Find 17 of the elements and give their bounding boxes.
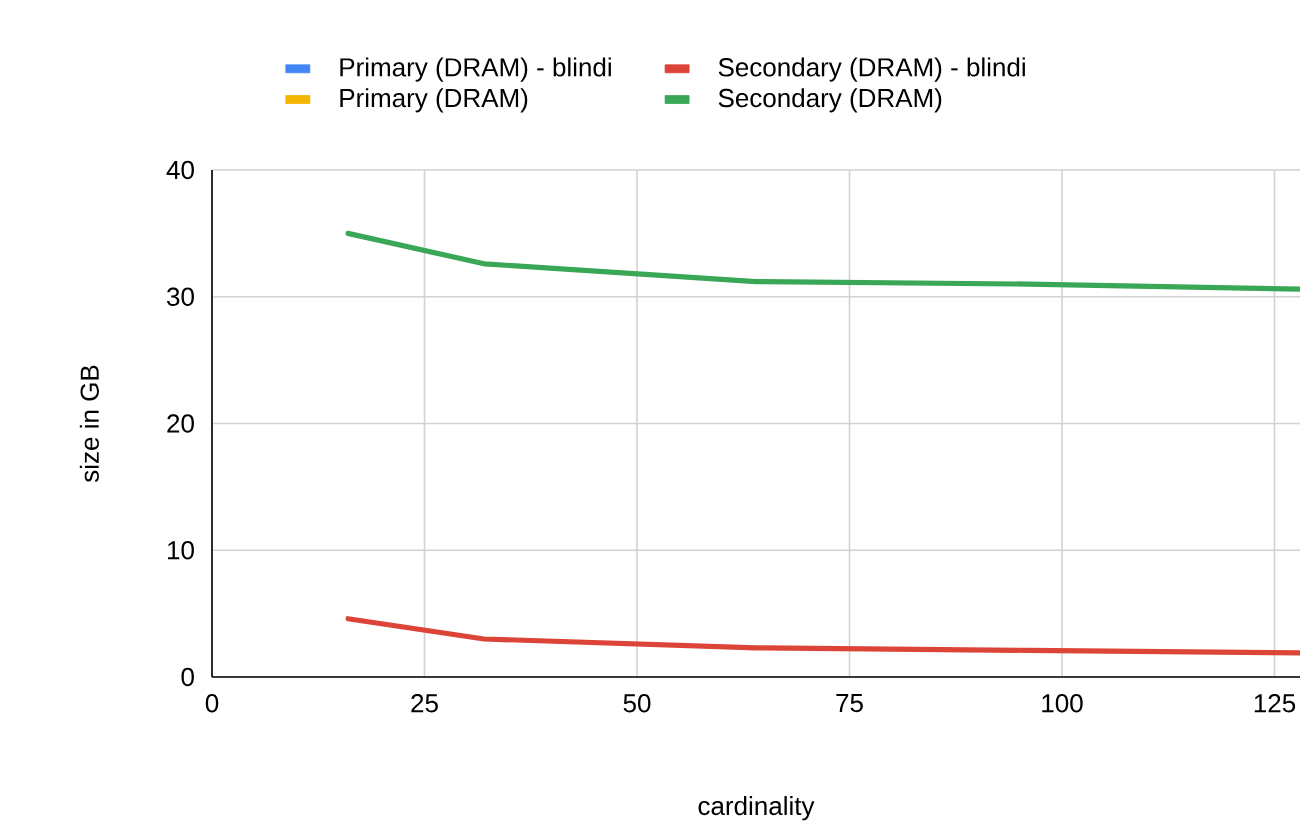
x-tick-label: 75	[836, 694, 863, 713]
x-tick-label: 50	[623, 694, 651, 713]
y-tick-label: 10	[167, 541, 194, 560]
x-tick-label: 100	[1042, 694, 1083, 713]
x-axis-title: cardinality	[698, 796, 815, 821]
x-tick-label: 25	[411, 694, 438, 713]
x-tick-label: 0	[205, 694, 219, 713]
y-axis-title: size in GB	[79, 365, 99, 483]
y-tick-label: 20	[167, 414, 194, 433]
y-tick-label: 0	[181, 667, 194, 687]
x-tick-label: 125	[1254, 694, 1296, 713]
y-tick-label: 40	[166, 160, 194, 180]
legend-label: Secondary (DRAM)	[718, 88, 942, 113]
legend-label: Secondary (DRAM) - blindi	[718, 57, 1025, 82]
legend-label: Primary (DRAM)	[340, 88, 528, 113]
y-tick-label: 30	[167, 287, 194, 306]
legend-label: Primary (DRAM) - blindi	[340, 57, 611, 82]
